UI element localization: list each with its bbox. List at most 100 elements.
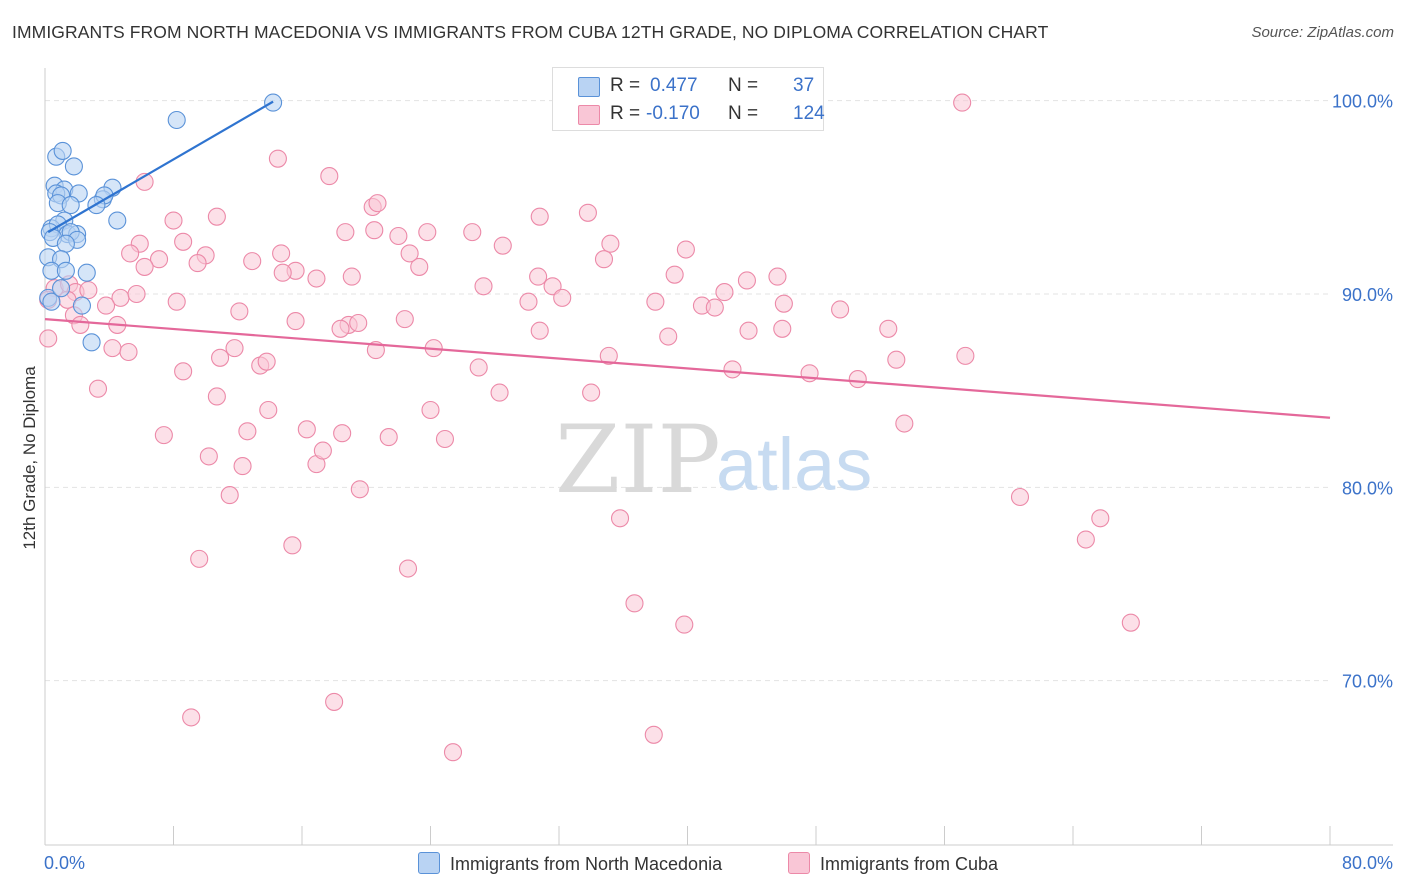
data-point-cuba xyxy=(365,221,384,240)
y-tick-label: 100.0% xyxy=(1332,92,1393,112)
data-point-cuba xyxy=(435,429,455,449)
data-point-cuba xyxy=(582,383,601,402)
y-tick-label: 80.0% xyxy=(1342,478,1393,498)
legend-n-value: 37 xyxy=(793,75,815,96)
data-point-cuba xyxy=(389,226,408,246)
data-point-cuba xyxy=(199,447,218,466)
data-point-cuba xyxy=(395,310,414,329)
data-point-cuba xyxy=(39,329,58,348)
data-point-north-macedonia xyxy=(167,110,186,130)
data-point-cuba xyxy=(379,428,398,447)
data-point-cuba xyxy=(1010,487,1030,507)
legend-swatch-pink xyxy=(788,852,810,874)
data-point-cuba xyxy=(273,263,292,282)
data-point-cuba xyxy=(490,383,509,402)
data-point-cuba xyxy=(831,300,850,319)
data-point-cuba xyxy=(190,549,209,568)
data-point-cuba xyxy=(225,339,244,358)
legend-series-name: Immigrants from North Macedonia xyxy=(450,854,723,874)
data-point-cuba xyxy=(188,254,207,273)
chart-title: IMMIGRANTS FROM NORTH MACEDONIA VS IMMIG… xyxy=(12,22,1049,42)
data-point-cuba xyxy=(220,486,239,505)
data-point-cuba xyxy=(578,203,597,222)
data-point-cuba xyxy=(174,362,193,381)
data-point-cuba xyxy=(272,244,291,263)
data-point-cuba xyxy=(529,267,548,286)
bottom-legend-north-macedonia: Immigrants from North Macedonia xyxy=(418,852,722,875)
data-point-cuba xyxy=(127,284,146,304)
data-point-cuba xyxy=(723,360,742,379)
data-point-cuba xyxy=(665,265,684,284)
gridlines xyxy=(45,100,1330,682)
data-point-north-macedonia xyxy=(53,141,72,160)
correlation-legend: R = 0.477 N = 37 R = -0.170 N = 124 xyxy=(552,67,825,131)
data-point-north-macedonia xyxy=(52,279,71,298)
data-point-cuba xyxy=(1076,530,1095,549)
data-point-cuba xyxy=(953,93,972,112)
data-point-cuba xyxy=(418,223,437,242)
data-point-cuba xyxy=(259,400,278,420)
watermark: ZIP atlas xyxy=(555,406,872,515)
legend-series-name: Immigrants from Cuba xyxy=(820,854,999,874)
y-tick-label: 90.0% xyxy=(1342,285,1393,305)
data-point-cuba xyxy=(463,223,482,242)
data-point-cuba xyxy=(887,350,906,369)
data-point-north-macedonia xyxy=(72,296,91,315)
legend-n-label: N = xyxy=(728,103,759,124)
data-point-cuba xyxy=(121,244,140,263)
data-point-cuba xyxy=(469,358,488,377)
data-point-cuba xyxy=(96,296,116,315)
data-point-cuba xyxy=(211,348,230,367)
y-tick-label: 70.0% xyxy=(1342,672,1393,692)
data-point-cuba xyxy=(421,400,440,420)
data-point-cuba xyxy=(149,250,169,269)
data-point-cuba xyxy=(530,207,549,226)
data-point-north-macedonia xyxy=(108,211,127,230)
series-cuba-points xyxy=(39,93,1140,762)
data-point-cuba xyxy=(474,277,493,296)
data-point-cuba xyxy=(1091,509,1110,528)
data-point-cuba xyxy=(676,240,695,259)
data-point-cuba xyxy=(610,509,630,528)
data-point-cuba xyxy=(715,283,734,302)
data-point-cuba xyxy=(443,743,463,762)
data-point-north-macedonia xyxy=(61,196,80,215)
data-point-cuba xyxy=(773,319,792,338)
data-point-cuba xyxy=(956,346,975,365)
data-point-cuba xyxy=(88,379,108,398)
data-point-cuba xyxy=(297,420,316,439)
data-point-cuba xyxy=(737,271,756,290)
data-point-cuba xyxy=(895,414,914,433)
x-tick-label: 0.0% xyxy=(44,853,85,873)
data-point-cuba xyxy=(594,250,614,269)
data-point-cuba xyxy=(400,244,419,263)
legend-swatch-blue xyxy=(418,852,440,874)
data-point-cuba xyxy=(493,236,512,255)
data-point-cuba xyxy=(342,267,361,286)
data-point-cuba xyxy=(167,292,186,311)
data-point-cuba xyxy=(243,252,262,271)
data-point-cuba xyxy=(644,725,663,744)
data-point-cuba xyxy=(238,422,257,441)
source-label: Source: ZipAtlas.com xyxy=(1251,24,1394,41)
data-point-cuba xyxy=(233,457,252,476)
trendline-cuba xyxy=(44,318,1331,419)
trendlines xyxy=(44,100,1331,419)
legend-swatch-pink xyxy=(578,105,600,125)
data-point-north-macedonia xyxy=(56,234,75,253)
watermark-zip: ZIP xyxy=(555,406,721,515)
legend-r-label: R = xyxy=(610,103,641,124)
data-point-cuba xyxy=(350,480,369,499)
data-point-cuba xyxy=(1121,613,1140,632)
y-axis-label: 12th Grade, No Diploma xyxy=(20,366,39,550)
data-point-cuba xyxy=(543,277,562,296)
data-point-cuba xyxy=(530,321,549,340)
data-point-north-macedonia xyxy=(64,157,83,176)
data-point-cuba xyxy=(599,346,618,365)
data-point-cuba xyxy=(307,269,326,288)
data-point-cuba xyxy=(182,708,201,727)
data-point-north-macedonia xyxy=(82,333,101,352)
data-point-cuba xyxy=(154,426,173,445)
data-point-cuba xyxy=(774,294,793,313)
